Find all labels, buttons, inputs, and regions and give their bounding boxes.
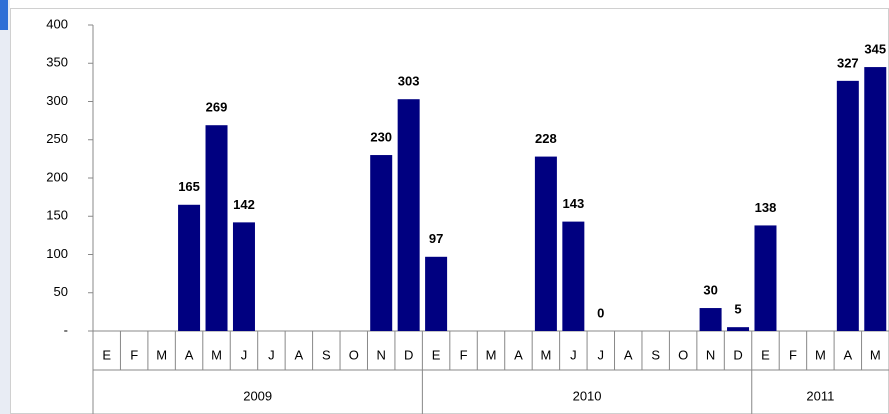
x-tick-label: M bbox=[870, 347, 881, 362]
value-label: 165 bbox=[178, 179, 200, 194]
x-tick-label: O bbox=[349, 347, 359, 362]
x-tick-label: E bbox=[102, 347, 111, 362]
y-tick-label: - bbox=[64, 322, 68, 337]
bar bbox=[205, 125, 228, 331]
bar bbox=[562, 221, 585, 331]
y-tick-label: 50 bbox=[54, 284, 68, 299]
x-tick-label: D bbox=[733, 347, 742, 362]
value-label: 5 bbox=[734, 302, 741, 317]
bar bbox=[836, 80, 859, 331]
x-tick-label: J bbox=[268, 347, 275, 362]
x-tick-label: S bbox=[322, 347, 331, 362]
x-tick-label: M bbox=[815, 347, 826, 362]
x-tick-label: M bbox=[486, 347, 497, 362]
value-label: 269 bbox=[206, 100, 228, 115]
side-panel bbox=[0, 0, 10, 414]
value-label: 142 bbox=[233, 197, 255, 212]
bar bbox=[864, 67, 887, 331]
x-tick-label: A bbox=[185, 347, 194, 362]
bar bbox=[534, 156, 557, 331]
y-tick-label: 400 bbox=[46, 16, 68, 31]
y-tick-label: 150 bbox=[46, 208, 68, 223]
bar bbox=[727, 327, 750, 331]
value-label: 138 bbox=[755, 200, 777, 215]
x-tick-label: A bbox=[624, 347, 633, 362]
x-tick-label: N bbox=[706, 347, 715, 362]
x-tick-label: M bbox=[211, 347, 222, 362]
y-tick-label: 100 bbox=[46, 246, 68, 261]
x-tick-label: J bbox=[570, 347, 577, 362]
bar bbox=[178, 204, 201, 331]
bar bbox=[699, 308, 722, 331]
bar bbox=[232, 222, 255, 331]
y-tick-label: 300 bbox=[46, 93, 68, 108]
x-tick-label: E bbox=[761, 347, 770, 362]
value-label: 327 bbox=[837, 55, 859, 70]
x-tick-label: S bbox=[651, 347, 660, 362]
x-tick-label: M bbox=[540, 347, 551, 362]
x-tick-label: O bbox=[678, 347, 688, 362]
x-tick-label: A bbox=[514, 347, 523, 362]
side-tab bbox=[0, 0, 8, 30]
value-label: 345 bbox=[864, 42, 886, 57]
value-label: 30 bbox=[703, 282, 717, 297]
x-tick-label: A bbox=[295, 347, 304, 362]
value-label: 228 bbox=[535, 131, 557, 146]
year-label: 2011 bbox=[806, 388, 834, 403]
value-label: 97 bbox=[429, 231, 443, 246]
y-tick-label: 350 bbox=[46, 55, 68, 70]
x-tick-label: E bbox=[432, 347, 441, 362]
bar bbox=[370, 155, 393, 331]
year-label: 2009 bbox=[243, 388, 272, 403]
y-tick-label: 200 bbox=[46, 169, 68, 184]
value-label: 230 bbox=[370, 129, 392, 144]
value-label: 143 bbox=[562, 196, 584, 211]
y-tick-label: 250 bbox=[46, 131, 68, 146]
x-tick-label: F bbox=[460, 347, 468, 362]
bar bbox=[425, 256, 448, 331]
x-tick-label: N bbox=[377, 347, 386, 362]
x-tick-label: F bbox=[789, 347, 797, 362]
bar bbox=[397, 99, 420, 331]
value-label: 0 bbox=[597, 305, 604, 320]
year-label: 2010 bbox=[573, 388, 602, 403]
x-tick-label: F bbox=[130, 347, 138, 362]
x-tick-label: A bbox=[843, 347, 852, 362]
x-tick-label: J bbox=[241, 347, 248, 362]
x-tick-label: J bbox=[598, 347, 605, 362]
x-tick-label: D bbox=[404, 347, 413, 362]
bar bbox=[754, 225, 777, 331]
x-tick-label: M bbox=[156, 347, 167, 362]
value-label: 303 bbox=[398, 74, 420, 89]
